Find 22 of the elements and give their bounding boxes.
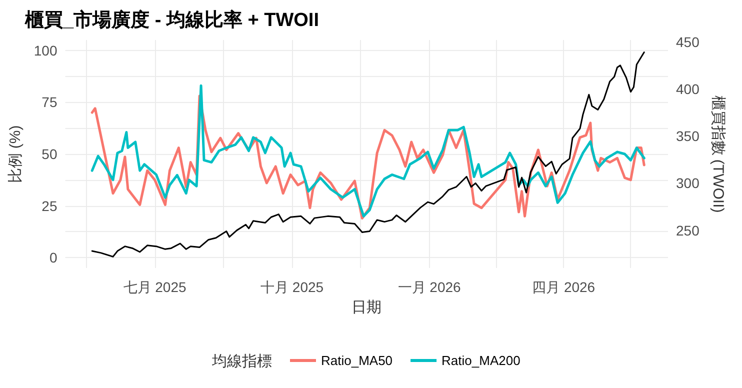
x-tick-label: 七月 2025	[123, 279, 186, 295]
line-series	[91, 52, 645, 258]
y-tick-label: 25	[42, 198, 58, 214]
x-tick-label: 一月 2026	[398, 279, 462, 295]
y-tick-label: 0	[49, 250, 58, 266]
y-tick-label: 50	[42, 146, 58, 162]
y2-tick-label: 350	[676, 128, 700, 144]
chart-title: 櫃買_市場廣度 - 均線比率 + TWOII	[24, 9, 319, 31]
x-axis-title: 日期	[352, 299, 382, 316]
y2-tick-label: 250	[676, 222, 700, 238]
legend-label: Ratio_MA50	[321, 353, 393, 368]
y2-tick-label: 400	[676, 80, 700, 97]
y-tick-label: 75	[42, 94, 58, 110]
x-tick-label: 四月 2026	[532, 279, 596, 295]
legend-label: Ratio_MA200	[442, 353, 520, 368]
x-tick-label: 十月 2025	[260, 279, 324, 295]
legend-title: 均線指標	[211, 353, 272, 370]
y2-tick-label: 300	[676, 175, 700, 192]
y2-tick-label: 450	[676, 34, 700, 50]
y2-axis-title: 櫃買指數 (TWOII)	[709, 95, 726, 213]
y-tick-label: 100	[34, 42, 58, 58]
y-axis-title: 比例 (%)	[7, 125, 24, 183]
